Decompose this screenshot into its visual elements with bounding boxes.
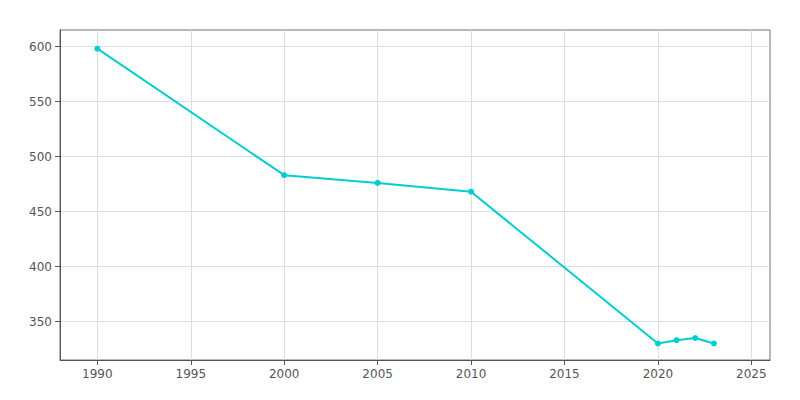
- svg-text:350: 350: [29, 315, 52, 329]
- svg-text:400: 400: [29, 260, 52, 274]
- svg-text:2025: 2025: [736, 367, 767, 381]
- svg-text:450: 450: [29, 205, 52, 219]
- svg-text:2020: 2020: [643, 367, 674, 381]
- svg-text:500: 500: [29, 150, 52, 164]
- svg-text:550: 550: [29, 95, 52, 109]
- svg-text:2015: 2015: [549, 367, 580, 381]
- svg-text:600: 600: [29, 40, 52, 54]
- svg-text:1995: 1995: [176, 367, 207, 381]
- svg-text:2010: 2010: [456, 367, 487, 381]
- svg-text:2005: 2005: [362, 367, 393, 381]
- svg-text:2000: 2000: [269, 367, 300, 381]
- svg-text:1990: 1990: [82, 367, 113, 381]
